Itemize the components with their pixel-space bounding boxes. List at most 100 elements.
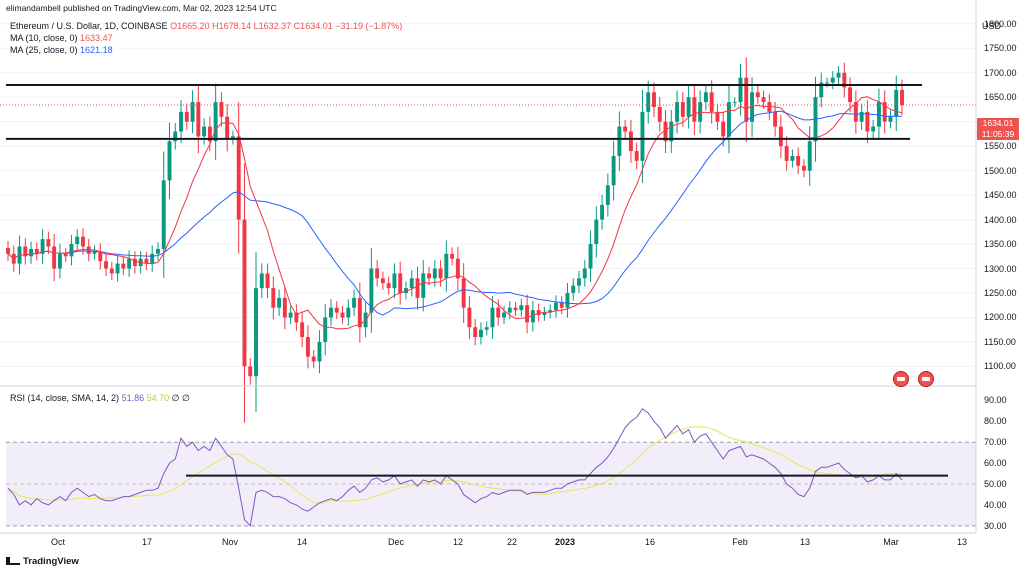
candle-body	[380, 278, 385, 284]
rsi-extra: ∅ ∅	[171, 393, 190, 403]
ma25-label: MA (25, close, 0)	[10, 45, 78, 55]
candle-body	[819, 82, 824, 98]
candle-body	[490, 307, 495, 328]
candle-body	[467, 307, 472, 328]
candle-body	[894, 89, 899, 117]
candle-body	[455, 258, 460, 279]
price-tick-label: 1400.00	[984, 214, 1017, 225]
candle-body	[611, 155, 616, 186]
candle-body	[755, 92, 760, 98]
candle-body	[207, 126, 212, 142]
candle-body	[409, 278, 414, 289]
candle-body	[859, 111, 864, 122]
price-tag-value: 1634.01	[982, 118, 1014, 128]
time-tick-label: 14	[296, 537, 308, 547]
candle-body	[294, 312, 299, 323]
time-tick-label: Mar	[883, 537, 899, 547]
candle-body	[92, 251, 97, 254]
price-tick-label: 1250.00	[984, 288, 1017, 298]
ma25-value: 1621.18	[80, 45, 113, 55]
candle-body	[277, 297, 282, 308]
candle-body	[444, 253, 449, 279]
grid	[0, 23, 976, 367]
candle-body	[236, 136, 241, 220]
flag-us-icon[interactable]	[893, 371, 909, 387]
candle-body	[496, 307, 501, 318]
rsi-tick-label: 70.00	[984, 437, 1007, 448]
candle-body	[853, 102, 858, 122]
ohlc-legend: Ethereum / U.S. Dollar, 1D, COINBASE O16…	[10, 21, 402, 31]
flag-us-icon[interactable]	[918, 371, 934, 387]
candle-body	[334, 307, 339, 313]
candle-body	[288, 312, 293, 318]
candle-body	[300, 322, 305, 338]
candle-body	[669, 121, 674, 142]
price-tick-label: 1450.00	[984, 190, 1017, 201]
candle-body	[784, 146, 789, 161]
candle-body	[104, 261, 109, 269]
candle-body	[836, 72, 841, 78]
ma10-label: MA (10, close, 0)	[10, 33, 78, 43]
brand-name: TradingView	[23, 556, 79, 567]
candle-body	[530, 310, 535, 323]
candle-body	[778, 126, 783, 147]
candle-body	[830, 77, 835, 83]
rsi-legend: RSI (14, close, SMA, 14, 2) 51.86 54.70 …	[10, 393, 190, 404]
candle-body	[721, 121, 726, 137]
candle-body	[427, 273, 432, 279]
symbol-title: Ethereum / U.S. Dollar, 1D, COINBASE	[10, 21, 168, 31]
candle-body	[432, 268, 437, 279]
candle-body	[98, 251, 103, 262]
candle-body	[617, 126, 622, 156]
candle-body	[317, 341, 322, 362]
candle-body	[686, 97, 691, 117]
candle-body	[807, 141, 812, 171]
candle-body	[40, 239, 45, 254]
price-tick-label: 1750.00	[984, 43, 1017, 54]
candle-body	[121, 263, 126, 269]
candle-body	[127, 258, 132, 269]
candle-body	[311, 356, 316, 362]
price-tick-label: 1500.00	[984, 165, 1017, 176]
time-tick-label: Nov	[221, 537, 239, 547]
candle-body	[109, 268, 114, 274]
candle-body	[628, 131, 633, 152]
footer-brand[interactable]: TradingView	[6, 556, 79, 567]
candle-body	[23, 246, 28, 257]
candle-body	[213, 102, 218, 142]
candle-body	[450, 253, 455, 259]
candle-body	[715, 111, 720, 122]
candle-body	[634, 151, 639, 161]
candle-body	[548, 310, 553, 313]
candle-body	[473, 327, 478, 338]
ohlc-values: O1665.20 H1678.14 L1632.37 C1634.01 −31.…	[170, 21, 403, 31]
candle-body	[478, 329, 483, 338]
candle-body	[346, 307, 351, 318]
candle-body	[871, 126, 876, 132]
candle-body	[536, 310, 541, 316]
candle-body	[179, 111, 183, 132]
rsi-tick-label: 80.00	[984, 416, 1007, 427]
candle-body	[265, 273, 270, 289]
candle-body	[230, 136, 235, 139]
candle-body	[507, 307, 512, 313]
candle-body	[727, 102, 731, 137]
price-tick-label: 1650.00	[984, 92, 1017, 103]
candle-body	[248, 366, 253, 377]
candle-body	[744, 77, 749, 122]
candle-body	[305, 337, 310, 357]
candle-body	[559, 302, 564, 308]
tradingview-logo-icon	[6, 557, 20, 566]
candle-body	[571, 285, 576, 293]
candle-body	[352, 297, 357, 308]
candle-body	[398, 273, 403, 293]
candle-body	[386, 283, 391, 289]
time-tick-label: 12	[452, 537, 464, 547]
rsi-tick-label: 90.00	[984, 395, 1007, 406]
time-tick-label: Feb	[732, 537, 748, 547]
rsi-tick-label: 30.00	[984, 520, 1007, 531]
candle-body	[340, 312, 345, 318]
candle-body	[675, 102, 680, 122]
candle-body	[865, 111, 870, 132]
candle-body	[519, 305, 524, 311]
